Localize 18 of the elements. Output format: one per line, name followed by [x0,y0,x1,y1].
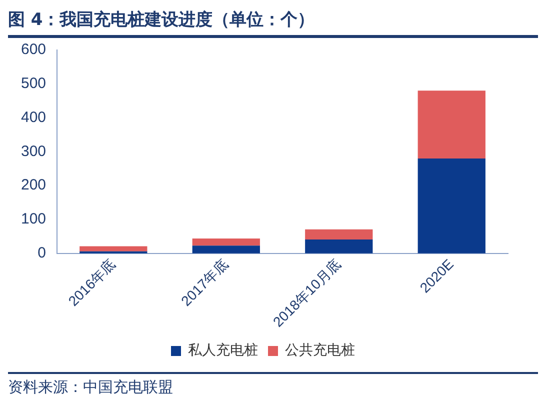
y-tick-label: 200 [20,176,46,194]
bar [418,158,486,254]
legend-label: 私人充电桩 [188,342,258,359]
chart-title: 图 4：我国充电桩建设进度（单位：个） [8,8,538,38]
y-tick-label: 400 [20,108,46,126]
bar [80,246,148,252]
y-tick-label: 0 [38,244,46,262]
y-tick-label: 100 [20,210,46,228]
y-tick-label: 600 [20,41,46,58]
legend-label: 公共充电桩 [285,342,355,359]
bar [192,238,260,246]
bar [418,90,486,158]
text: 资料来源：中国充电联盟 [8,374,538,397]
bar [305,239,373,254]
bar [305,229,373,240]
bar [192,246,260,254]
y-tick-label: 300 [20,142,46,160]
y-tick-label: 500 [20,75,46,92]
